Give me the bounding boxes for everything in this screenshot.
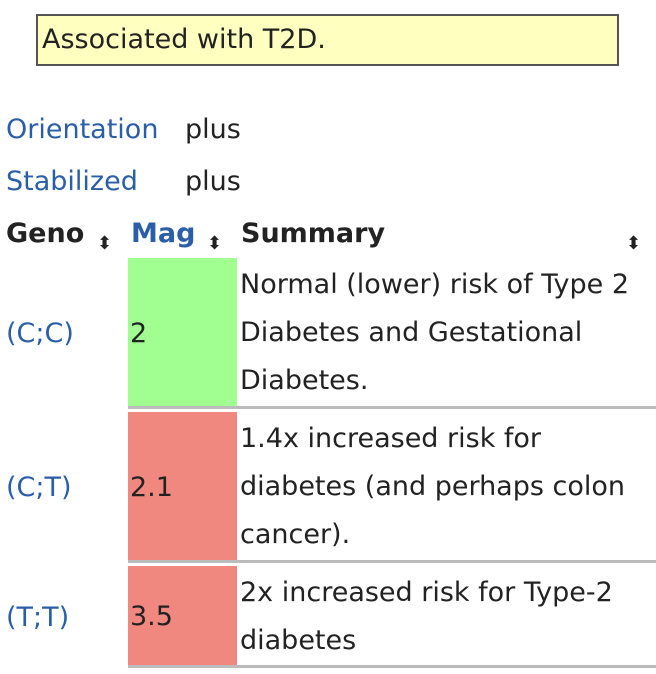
orientation-value: plus: [185, 114, 241, 145]
genotype-link[interactable]: (T;T): [6, 602, 70, 633]
mag-header[interactable]: Mag: [131, 212, 195, 256]
stabilized-value: plus: [185, 166, 241, 197]
magnitude-cell: 2: [128, 258, 237, 407]
genotype-link[interactable]: (C;C): [6, 318, 74, 349]
row-divider: [128, 406, 656, 409]
summary-sort-icon[interactable]: ⬍: [626, 233, 642, 254]
magnitude-value: 2.1: [130, 472, 173, 503]
geno-header[interactable]: Geno: [6, 212, 84, 256]
magnitude-cell: 3.5: [128, 566, 237, 666]
magnitude-cell: 2.1: [128, 412, 237, 561]
geno-header-label: Geno: [6, 218, 85, 249]
mag-sort-icon[interactable]: ⬍: [207, 233, 223, 254]
summary-note: Associated with T2D.: [36, 14, 619, 66]
row-divider: [128, 665, 656, 668]
magnitude-value: 2: [130, 318, 148, 349]
summary-cell: 1.4x increased risk for diabetes (and pe…: [240, 423, 626, 550]
stabilized-label[interactable]: Stabilized: [6, 166, 138, 197]
summary-cell: Normal (lower) risk of Type 2 Diabetes a…: [240, 269, 630, 396]
summary-cell: 2x increased risk for Type-2 diabetes: [240, 577, 613, 656]
geno-sort-icon[interactable]: ⬍: [97, 233, 113, 254]
magnitude-value: 3.5: [130, 601, 173, 632]
summary-header[interactable]: Summary: [241, 212, 385, 256]
mag-header-label: Mag: [131, 218, 196, 249]
genotype-link[interactable]: (C;T): [6, 472, 72, 503]
summary-header-label: Summary: [241, 218, 386, 249]
orientation-label[interactable]: Orientation: [6, 114, 159, 145]
row-divider: [128, 560, 656, 563]
